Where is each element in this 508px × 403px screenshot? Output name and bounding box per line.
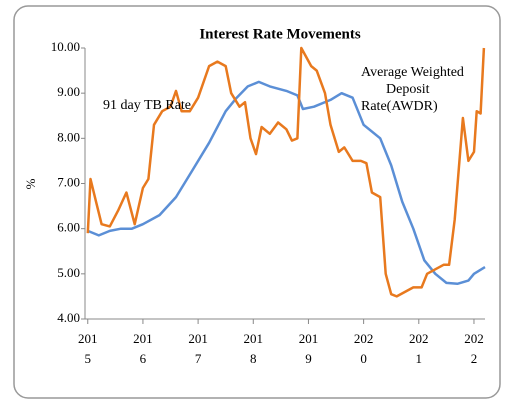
x-tick-label: 2015: [78, 331, 98, 366]
y-tick-label: 5.00: [57, 265, 80, 280]
x-tick-label: 2021: [409, 331, 429, 366]
y-tick-label: 7.00: [57, 174, 80, 189]
y-tick-label: 4.00: [57, 310, 80, 325]
annotation: Rate(AWDR): [361, 99, 438, 114]
x-tick-label: 2018: [243, 331, 264, 366]
y-tick-label: 6.00: [57, 220, 80, 235]
x-tick-label: 2019: [298, 331, 319, 366]
y-tick-label: 8.00: [57, 129, 80, 144]
annotation: Deposit: [386, 82, 430, 97]
chart-title: Interest Rate Movements: [199, 26, 361, 42]
x-tick-label: 2022: [464, 331, 484, 366]
annotation: Average Weighted: [361, 65, 464, 80]
x-tick-label: 2020: [353, 331, 374, 366]
series-line: [86, 46, 486, 298]
y-tick-label: 9.00: [57, 84, 80, 99]
x-tick-label: 2016: [133, 331, 153, 366]
x-tick-label: 2017: [188, 331, 208, 366]
y-tick-label: 10.00: [51, 39, 80, 54]
y-axis-label: %: [23, 178, 38, 189]
annotation: 91 day TB Rate: [103, 98, 192, 113]
frame: [13, 5, 501, 399]
